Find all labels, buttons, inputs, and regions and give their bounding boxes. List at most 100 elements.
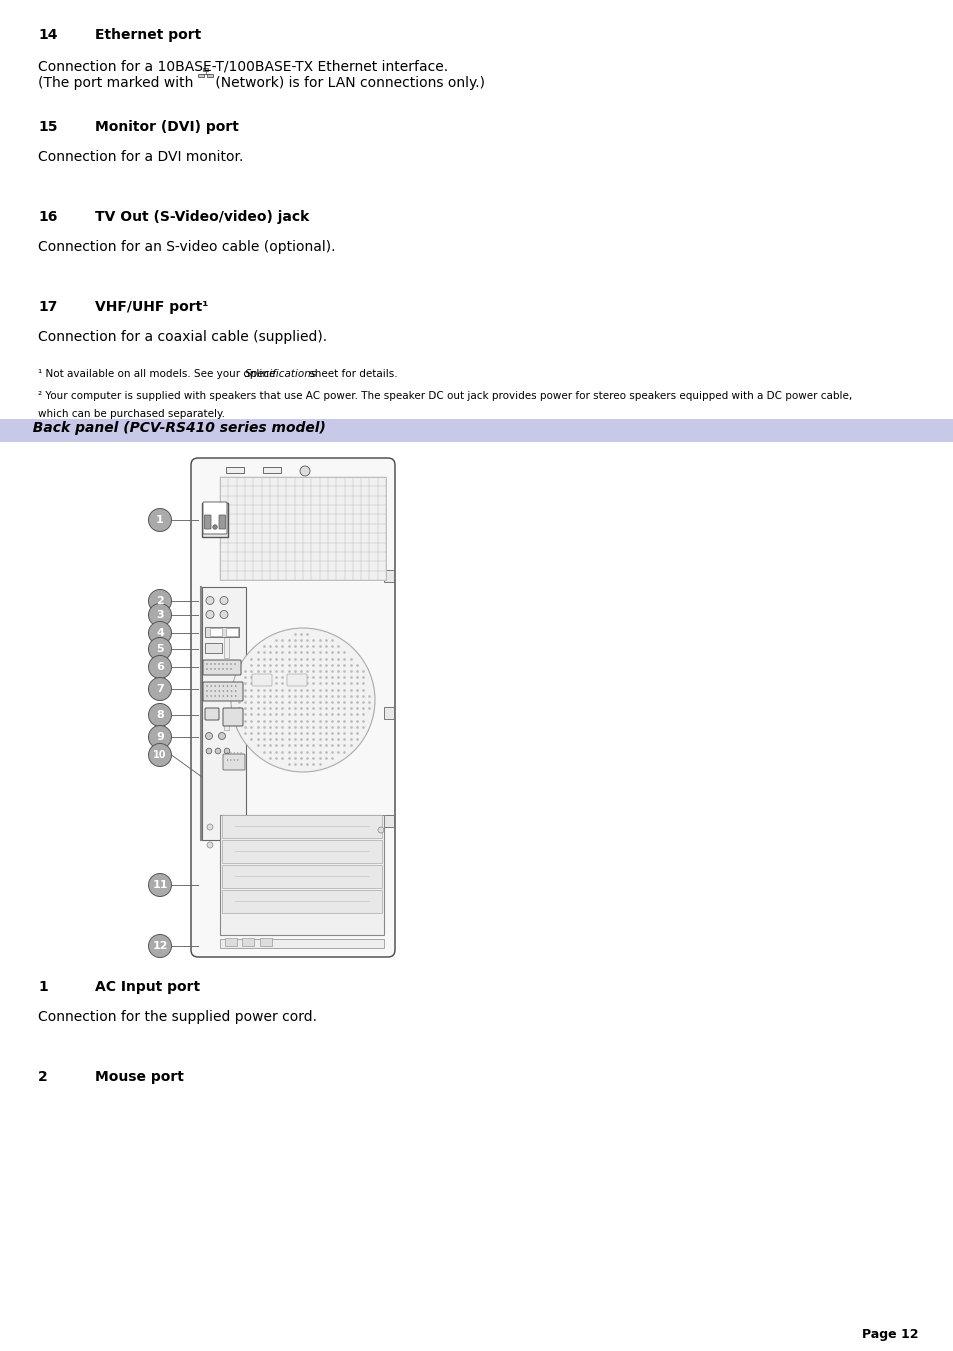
- Text: ² Your computer is supplied with speakers that use AC power. The speaker DC out : ² Your computer is supplied with speaker…: [38, 390, 851, 401]
- Circle shape: [206, 685, 208, 686]
- Bar: [202, 586, 246, 840]
- Text: 2: 2: [38, 1070, 48, 1084]
- Circle shape: [149, 935, 172, 958]
- Text: 15: 15: [38, 120, 57, 134]
- Text: 3: 3: [156, 611, 164, 620]
- Text: Specifications: Specifications: [245, 369, 316, 380]
- Circle shape: [210, 669, 212, 670]
- Text: 6: 6: [156, 662, 164, 671]
- Bar: [207, 74, 213, 77]
- Circle shape: [227, 696, 228, 697]
- Bar: [226, 467, 244, 473]
- Circle shape: [218, 732, 225, 739]
- Circle shape: [230, 663, 232, 665]
- Text: 10: 10: [153, 750, 167, 761]
- Text: TV Out (S-Video/video) jack: TV Out (S-Video/video) jack: [95, 209, 309, 224]
- Text: 7: 7: [156, 684, 164, 694]
- FancyBboxPatch shape: [252, 674, 272, 686]
- Text: which can be purchased separately.: which can be purchased separately.: [38, 409, 225, 419]
- Circle shape: [149, 655, 172, 678]
- Circle shape: [222, 663, 224, 665]
- Circle shape: [206, 669, 208, 670]
- Circle shape: [149, 589, 172, 612]
- Circle shape: [210, 690, 212, 692]
- Circle shape: [236, 759, 238, 761]
- Circle shape: [234, 690, 236, 692]
- Circle shape: [220, 611, 228, 619]
- Text: Connection for a DVI monitor.: Connection for a DVI monitor.: [38, 150, 243, 163]
- Text: 2: 2: [156, 596, 164, 607]
- Bar: [225, 938, 236, 946]
- Circle shape: [210, 696, 212, 697]
- Circle shape: [234, 696, 236, 697]
- Bar: [224, 708, 229, 730]
- Bar: [205, 643, 222, 653]
- Circle shape: [149, 508, 172, 531]
- Bar: [203, 68, 208, 72]
- FancyBboxPatch shape: [203, 503, 227, 534]
- FancyBboxPatch shape: [204, 515, 211, 530]
- Circle shape: [230, 759, 232, 761]
- Circle shape: [227, 759, 228, 761]
- Circle shape: [218, 669, 219, 670]
- Circle shape: [206, 597, 213, 604]
- Text: Mouse port: Mouse port: [95, 1070, 184, 1084]
- Circle shape: [214, 663, 215, 665]
- Circle shape: [233, 753, 234, 754]
- Circle shape: [222, 696, 224, 697]
- FancyBboxPatch shape: [205, 708, 219, 720]
- Circle shape: [149, 677, 172, 701]
- Bar: [0, 419, 953, 442]
- Circle shape: [206, 696, 208, 697]
- Circle shape: [231, 628, 375, 771]
- Circle shape: [222, 685, 224, 686]
- Circle shape: [214, 669, 215, 670]
- Circle shape: [207, 842, 213, 848]
- Bar: [222, 840, 381, 863]
- Text: Connection for the supplied power cord.: Connection for the supplied power cord.: [38, 1011, 316, 1024]
- Circle shape: [231, 690, 233, 692]
- Circle shape: [218, 685, 220, 686]
- Circle shape: [227, 685, 228, 686]
- Bar: [384, 570, 394, 582]
- FancyBboxPatch shape: [223, 754, 245, 770]
- Bar: [384, 815, 394, 827]
- Bar: [263, 467, 281, 473]
- Circle shape: [213, 524, 217, 530]
- Bar: [220, 939, 384, 948]
- Bar: [222, 815, 381, 838]
- Circle shape: [149, 638, 172, 661]
- Circle shape: [205, 732, 213, 739]
- Text: ¹ Not available on all models. See your online: ¹ Not available on all models. See your …: [38, 369, 278, 380]
- Bar: [224, 636, 229, 658]
- Circle shape: [222, 690, 224, 692]
- Bar: [222, 865, 381, 888]
- Circle shape: [240, 753, 241, 754]
- Text: 16: 16: [38, 209, 57, 224]
- Circle shape: [227, 753, 228, 754]
- Text: Connection for a 10BASE-T/100BASE-TX Ethernet interface.: Connection for a 10BASE-T/100BASE-TX Eth…: [38, 59, 448, 74]
- FancyBboxPatch shape: [287, 674, 307, 686]
- Circle shape: [236, 753, 238, 754]
- Circle shape: [218, 663, 219, 665]
- Circle shape: [210, 663, 212, 665]
- FancyBboxPatch shape: [191, 458, 395, 957]
- Circle shape: [227, 690, 228, 692]
- Circle shape: [210, 685, 212, 686]
- Circle shape: [218, 690, 220, 692]
- Circle shape: [222, 669, 224, 670]
- FancyBboxPatch shape: [203, 682, 243, 701]
- Circle shape: [149, 604, 172, 627]
- Bar: [210, 628, 222, 636]
- Bar: [205, 627, 239, 638]
- Text: Monitor (DVI) port: Monitor (DVI) port: [95, 120, 238, 134]
- Circle shape: [226, 669, 228, 670]
- Text: 17: 17: [38, 300, 57, 313]
- Circle shape: [234, 685, 236, 686]
- FancyBboxPatch shape: [203, 661, 241, 676]
- Circle shape: [206, 611, 213, 619]
- Text: 9: 9: [156, 732, 164, 742]
- Circle shape: [233, 663, 235, 665]
- Text: Connection for a coaxial cable (supplied).: Connection for a coaxial cable (supplied…: [38, 330, 327, 345]
- Bar: [220, 477, 386, 580]
